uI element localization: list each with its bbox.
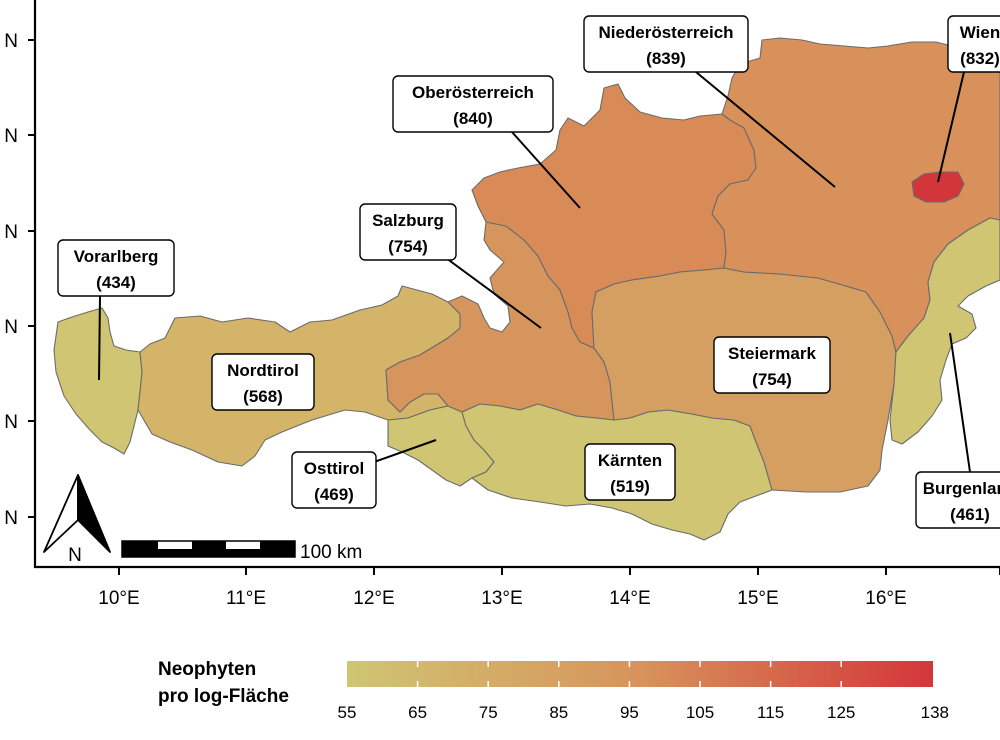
label-nordtirol: Nordtirol (568)	[211, 353, 315, 411]
label-wien: Wien (832)	[947, 15, 1000, 73]
region-count: (839)	[646, 49, 686, 68]
legend-tick-label: 55	[338, 703, 357, 722]
scale-bar: 100 km	[121, 540, 362, 563]
legend-tick-label: 75	[479, 703, 498, 722]
label-kaernten: Kärnten (519)	[584, 443, 676, 501]
leader-line-wien	[937, 71, 965, 183]
region-name: Oberösterreich	[412, 83, 534, 102]
x-tick-label: 12°E	[353, 588, 394, 609]
label-vorarlberg: Vorarlberg (434)	[57, 239, 175, 297]
legend-tick-label: 125	[827, 703, 855, 722]
region-count: (568)	[243, 387, 283, 406]
color-legend: Neophyten pro log-Fläche 55 65 75 85 95 105 11…	[158, 659, 949, 722]
label-burgenland: Burgenland (461)	[915, 471, 1000, 529]
y-tick-label: N	[4, 126, 18, 147]
region-count: (469)	[314, 485, 354, 504]
region-name: Kärnten	[598, 451, 662, 470]
label-steiermark: Steiermark (754)	[713, 336, 831, 394]
legend-title-line2: pro log-Fläche	[158, 686, 289, 707]
region-count: (754)	[388, 237, 428, 256]
leader-line-niederoesterreich	[695, 71, 836, 188]
x-tick-label: 11°E	[226, 588, 266, 609]
x-tick-label: 13°E	[481, 588, 522, 609]
region-count: (519)	[610, 477, 650, 496]
leader-line-salzburg	[445, 257, 542, 329]
region-name: Burgenland	[923, 479, 1000, 498]
y-tick-label: N	[4, 508, 18, 529]
leader-line-vorarlberg	[98, 295, 101, 381]
region-name: Wien	[960, 23, 1000, 42]
y-tick-label: N	[4, 317, 18, 338]
scale-bar-label: 100 km	[300, 542, 362, 563]
x-tick-label: 10°E	[98, 588, 139, 609]
legend-tick-label: 85	[549, 703, 568, 722]
region-wien[interactable]	[911, 171, 965, 203]
leader-line-oberoesterreich	[511, 131, 581, 209]
y-tick-label: N	[4, 222, 18, 243]
region-count: (754)	[752, 370, 792, 389]
y-tick-label: N	[4, 31, 18, 52]
legend-tick-label: 65	[408, 703, 427, 722]
region-count: (840)	[453, 109, 493, 128]
x-tick-label: 14°E	[609, 588, 650, 609]
region-count: (434)	[96, 273, 136, 292]
region-count: (832)	[960, 49, 1000, 68]
label-oberoesterreich: Oberösterreich (840)	[392, 75, 554, 133]
legend-tick-label: 95	[620, 703, 639, 722]
label-leader-lines	[98, 71, 971, 473]
region-name: Salzburg	[372, 211, 444, 230]
region-burgenland[interactable]	[889, 217, 1000, 445]
region-vorarlberg[interactable]	[53, 307, 143, 455]
region-name: Osttirol	[304, 459, 364, 478]
x-tick-label: 15°E	[737, 588, 778, 609]
leader-line-osttirol	[373, 439, 437, 463]
legend-color-bar	[347, 661, 933, 687]
north-arrow-label: N	[68, 545, 82, 566]
leader-line-burgenland	[949, 332, 971, 473]
label-osttirol: Osttirol (469)	[291, 451, 377, 509]
y-tick-label: N	[4, 412, 18, 433]
x-tick-label: 16°E	[865, 588, 906, 609]
north-arrow-icon: N	[43, 474, 111, 566]
region-count: (461)	[950, 505, 990, 524]
legend-tick-label: 115	[757, 703, 784, 722]
region-name: Vorarlberg	[74, 247, 159, 266]
label-niederoesterreich: Niederösterreich (839)	[583, 15, 749, 73]
axes	[33, 0, 1000, 569]
y-axis-ticks: N N N N N N	[4, 31, 35, 529]
region-name: Niederösterreich	[598, 23, 733, 42]
legend-tick-label: 105	[686, 703, 714, 722]
region-name: Steiermark	[728, 344, 816, 363]
region-name: Nordtirol	[227, 361, 299, 380]
label-salzburg: Salzburg (754)	[359, 203, 457, 261]
region-labels: Vorarlberg (434) Nordtirol (568) Osttirol (46…	[57, 15, 1000, 529]
legend-tick-label: 138	[921, 703, 949, 722]
legend-title-line1: Neophyten	[158, 659, 256, 680]
x-axis-ticks: 10°E11°E12°E13°E14°E15°E16°E1	[98, 567, 1000, 609]
